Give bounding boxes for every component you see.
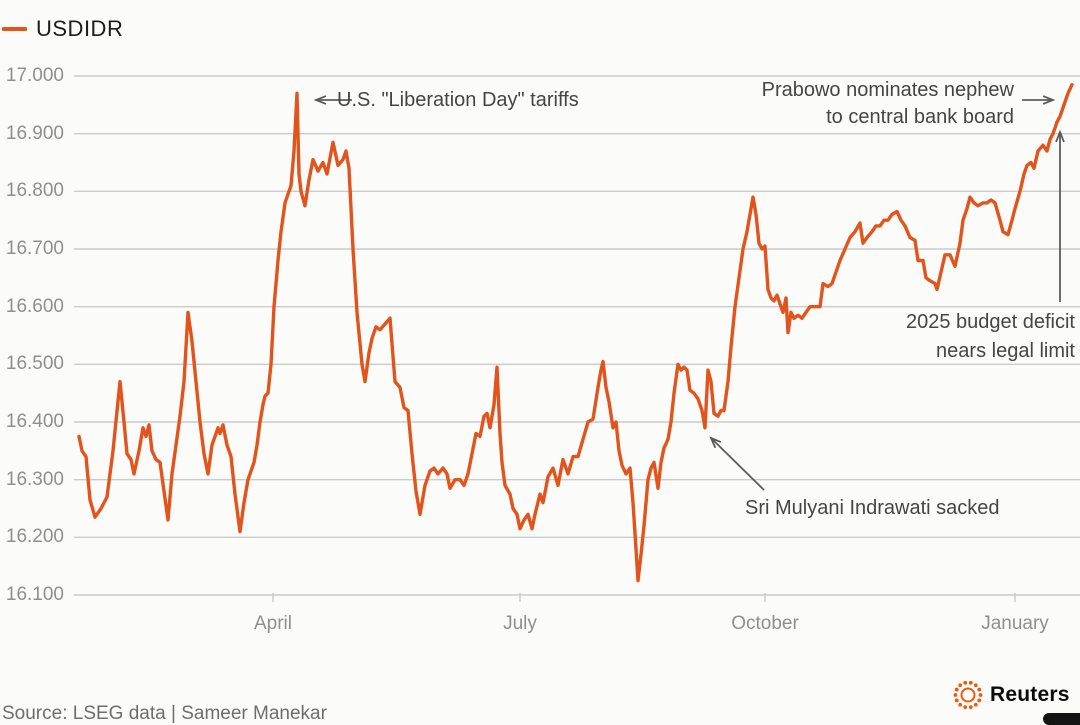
sri-mulyani-arrow (710, 437, 765, 491)
annotation-prabowo-line1: Prabowo nominates nephew (761, 79, 1014, 101)
source-credit: Source: LSEG data | Sameer Manekar (2, 703, 327, 724)
annotation-prabowo: Prabowo nominates nephew to central bank… (762, 77, 1014, 131)
legend-label: USDIDR (36, 16, 124, 41)
budget-deficit-arrow-head (1055, 129, 1065, 143)
annotation-sri-mulyani-text: Sri Mulyani Indrawati sacked (745, 497, 1000, 519)
logo-dot (968, 705, 973, 710)
x-axis-label: July (503, 613, 537, 634)
corner-graphic-fragment (1043, 713, 1080, 725)
logo-dot (954, 687, 959, 692)
logo-dot (978, 693, 983, 697)
logo-dot (977, 687, 982, 692)
legend: USDIDR (2, 16, 123, 42)
y-axis-label: 16.900 (5, 122, 64, 144)
annotation-prabowo-line2: to central bank board (826, 106, 1014, 128)
reuters-branding: Reuters (952, 679, 1070, 711)
logo-dot (963, 705, 968, 710)
reuters-logo-text: Reuters (990, 683, 1070, 706)
x-axis-label: April (253, 613, 292, 634)
annotation-budget-deficit-line2: nears legal limit (936, 340, 1075, 362)
logo-dot (958, 683, 963, 688)
logo-dot (973, 683, 978, 688)
y-axis-label: 16.400 (5, 411, 64, 432)
y-axis-label: 16.800 (5, 180, 64, 202)
logo-dot (958, 702, 963, 707)
annotation-liberation-day: U.S. "Liberation Day" tariffs (337, 87, 579, 114)
logo-dot (963, 680, 968, 685)
prabowo-arrow-head (1042, 95, 1056, 105)
annotation-liberation-day-text: U.S. "Liberation Day" tariffs (337, 89, 579, 111)
y-axis-label: 17.000 (5, 65, 64, 86)
y-axis-label: 16.700 (5, 238, 64, 259)
y-axis-label: 16.300 (5, 468, 64, 490)
y-axis-label: 16.100 (5, 584, 64, 605)
annotation-sri-mulyani: Sri Mulyani Indrawati sacked (745, 495, 1000, 522)
x-axis-label: January (981, 613, 1049, 634)
reuters-logo-icon (953, 680, 983, 710)
logo-dot (953, 693, 958, 697)
liberation-day-arrow-head (313, 95, 327, 105)
annotation-budget-deficit-line1: 2025 budget deficit (905, 311, 1075, 333)
usdidr-price-line (77, 82, 1074, 583)
logo-dot (968, 680, 973, 685)
logo-dot (954, 698, 959, 703)
annotation-budget-deficit: 2025 budget deficit nears legal limit (906, 308, 1075, 366)
sri-mulyani-arrow-head (709, 436, 722, 449)
y-axis-label: 16.200 (5, 526, 64, 548)
y-axis-label: 16.600 (5, 295, 64, 317)
legend-line-swatch (2, 27, 27, 31)
x-axis-label: October (731, 613, 799, 634)
y-axis-label: 16.500 (5, 353, 64, 375)
logo-inner-ring (960, 687, 976, 703)
logo-dot (973, 702, 978, 707)
logo-dot (977, 698, 982, 703)
